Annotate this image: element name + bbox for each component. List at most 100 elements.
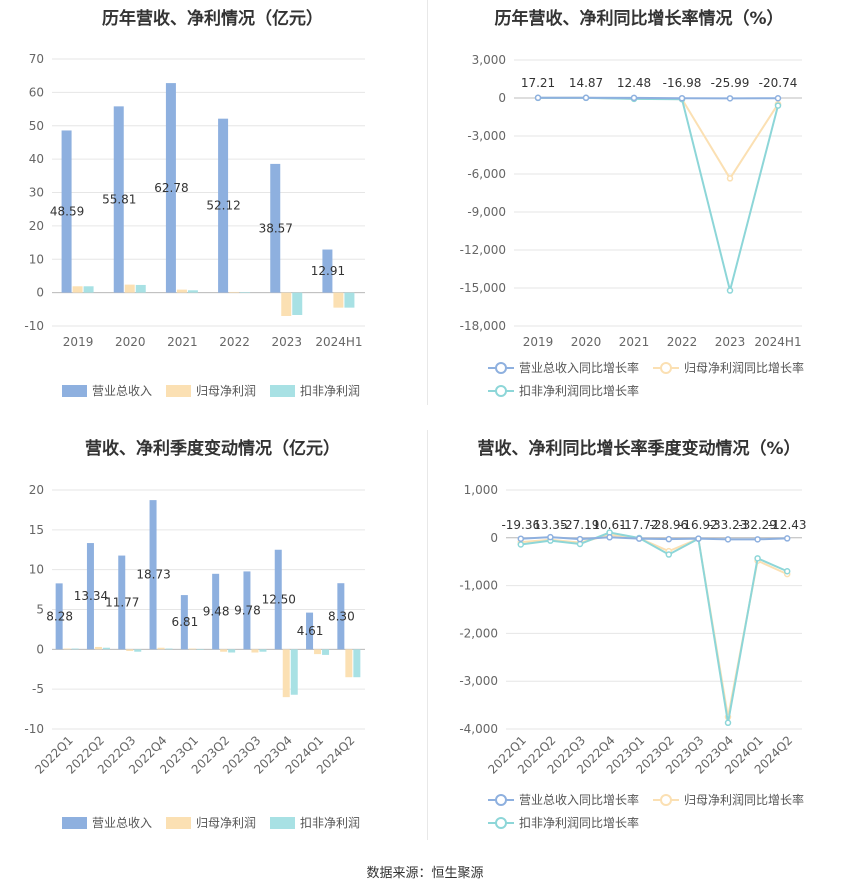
y-tick-label: -10 — [24, 722, 44, 736]
y-tick-label: 20 — [29, 483, 44, 497]
bar — [113, 106, 124, 293]
y-tick-label: 1,000 — [464, 483, 498, 497]
data-point — [754, 555, 761, 562]
bar — [61, 130, 72, 293]
bar — [176, 289, 187, 293]
y-tick-label: 10 — [29, 563, 44, 577]
data-label: -33.23 — [709, 518, 748, 532]
bar — [259, 649, 267, 652]
bar — [71, 648, 79, 650]
data-label: 6.81 — [171, 615, 198, 629]
data-label: -19.36 — [501, 518, 540, 532]
y-tick-label: 40 — [29, 152, 44, 166]
data-point — [783, 535, 791, 542]
y-tick-label: 70 — [29, 52, 44, 66]
bar — [102, 647, 110, 650]
chart-quarterly-revenue: -10-5051015202022Q12022Q22022Q32022Q4202… — [24, 483, 365, 830]
legend-marker — [495, 362, 507, 374]
legend-marker — [495, 794, 507, 806]
bar — [322, 249, 333, 293]
y-tick-label: -10 — [24, 319, 44, 333]
bar — [55, 583, 63, 650]
x-tick-label: 2019 — [63, 335, 94, 349]
chart-panel-quarterly-growth: 营收、净利同比增长率季度变动情况（%） -4,000 -3,000 -2,000 -1… — [428, 430, 850, 850]
legend-label: 扣非净利润同比增长率 — [519, 383, 639, 398]
bar — [94, 646, 102, 650]
bar — [270, 163, 281, 293]
bar — [282, 649, 290, 698]
series-line — [537, 96, 779, 181]
x-tick-label: 2024H1 — [754, 335, 801, 349]
data-label: 14.87 — [569, 76, 603, 90]
legend-swatch — [62, 385, 87, 397]
data-point — [726, 95, 734, 102]
legend-marker — [495, 385, 507, 397]
chart-title: 历年营收、净利情况（亿元） — [102, 9, 323, 29]
bar — [187, 290, 198, 293]
y-tick-label: 3,000 — [472, 53, 506, 67]
data-point — [547, 533, 554, 541]
data-label: -32.29 — [738, 518, 777, 532]
bar — [63, 648, 71, 650]
x-tick-label: 2019 — [523, 335, 554, 349]
legend-label: 扣非净利润 — [300, 816, 360, 830]
chart-panel-annual-growth: 历年营收、净利同比增长率情况（%） -18,000 -15,000 -12,000-… — [428, 0, 850, 410]
y-tick-label: -6,000 — [467, 167, 506, 181]
data-label: -16.92 — [679, 518, 718, 532]
data-label: 52.12 — [206, 199, 240, 213]
x-tick-label: 2021 — [619, 335, 650, 349]
data-point — [695, 535, 702, 542]
data-point — [517, 535, 525, 542]
y-tick-label: -12,000 — [460, 243, 506, 257]
bar — [228, 649, 236, 653]
chart-panel-quarterly-revenue: 营收、净利季度变动情况（亿元） -10 -5 0 5 10 15 20 2022Q1 2022Q… — [0, 430, 425, 850]
data-point — [665, 551, 673, 558]
bar — [345, 649, 353, 678]
bar — [135, 284, 146, 293]
legend-swatch — [166, 385, 191, 397]
data-label: 17.21 — [521, 76, 555, 90]
bar — [251, 649, 259, 653]
data-label: 48.59 — [50, 205, 84, 219]
data-label: 11.77 — [105, 595, 139, 609]
y-tick-label: -9,000 — [467, 205, 506, 219]
y-tick-label: 0 — [490, 531, 498, 545]
y-tick-label: 0 — [498, 91, 506, 105]
bar — [165, 648, 173, 650]
bar — [274, 549, 282, 650]
y-tick-label: 20 — [29, 219, 44, 233]
legend-marker — [495, 817, 507, 829]
bar — [290, 649, 298, 695]
data-label: 13.34 — [74, 589, 108, 603]
data-label: -28.96 — [649, 518, 688, 532]
data-label: -25.99 — [711, 76, 750, 90]
y-tick-label: 10 — [29, 252, 44, 266]
data-point — [783, 568, 791, 575]
chart-title: 历年营收、净利同比增长率情况（%） — [494, 9, 784, 29]
y-tick-label: 15 — [29, 523, 44, 537]
data-point — [754, 536, 761, 543]
legend-marker — [660, 794, 672, 806]
bar — [281, 292, 292, 316]
bar — [212, 573, 220, 650]
data-label: 12.91 — [311, 264, 345, 278]
data-point — [665, 535, 673, 543]
x-tick-label: 2022 — [219, 335, 250, 349]
bar — [322, 649, 330, 655]
y-tick-label: -1,000 — [459, 579, 498, 593]
y-tick-label: -18,000 — [460, 319, 506, 333]
bar — [229, 291, 240, 293]
y-tick-label: -2,000 — [459, 626, 498, 640]
series-line — [520, 531, 788, 723]
x-tick-label: 2020 — [571, 335, 602, 349]
legend-swatch — [270, 385, 295, 397]
bar — [157, 647, 165, 650]
data-label: 62.78 — [154, 181, 188, 195]
chart-title: 营收、净利季度变动情况（亿元） — [85, 439, 340, 459]
y-tick-label: 5 — [36, 603, 44, 617]
legend-label: 归母净利润同比增长率 — [684, 360, 804, 375]
y-tick-label: -3,000 — [459, 674, 498, 688]
data-source-note: 数据来源：恒生聚源 — [366, 866, 484, 881]
bar — [118, 555, 126, 650]
legend-label: 营业总收入同比增长率 — [519, 360, 639, 375]
